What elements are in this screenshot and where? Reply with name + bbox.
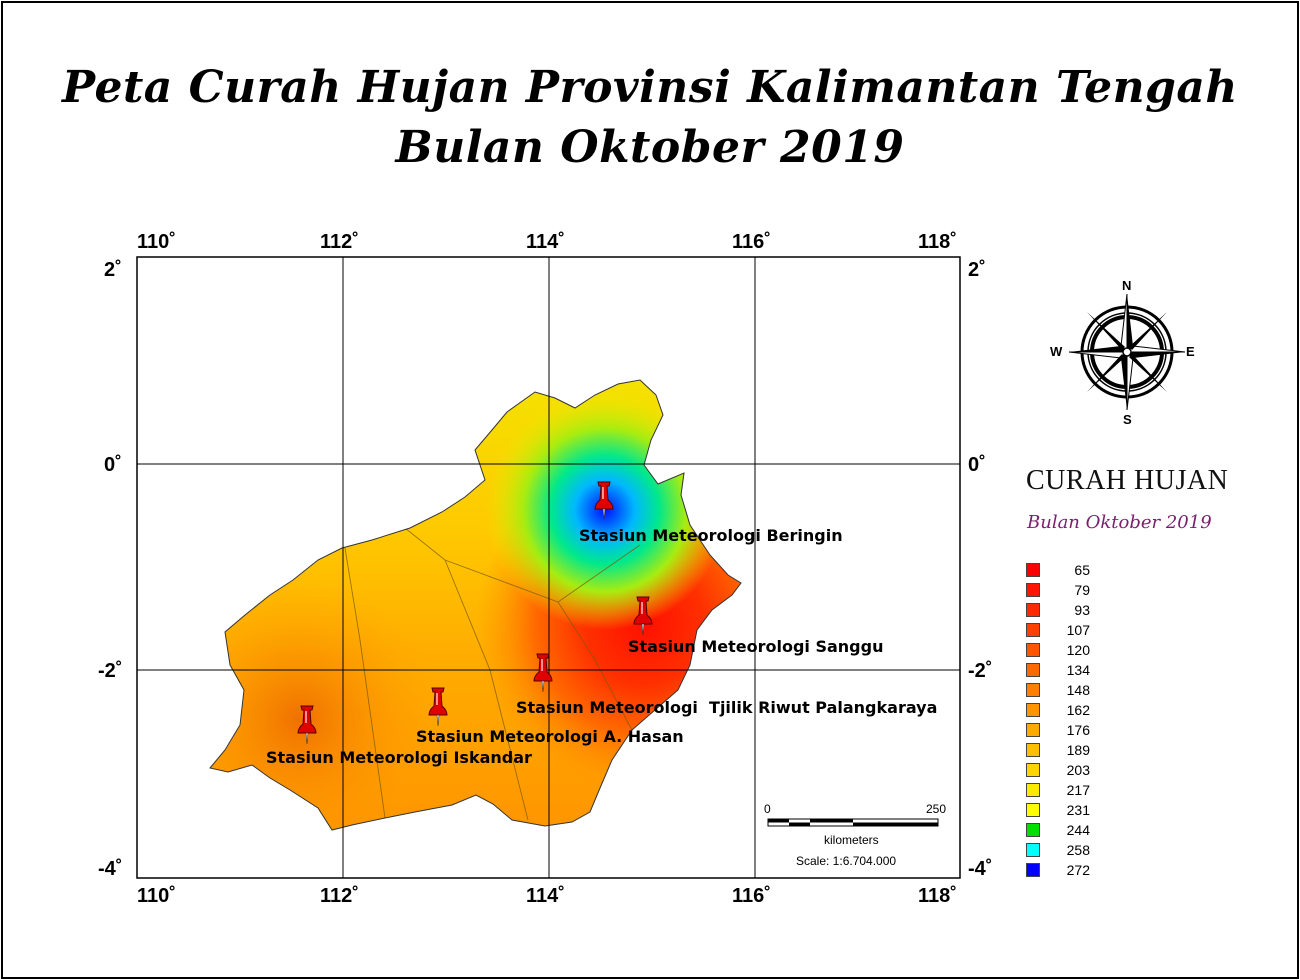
lat-tick-0-right: 0˚ (968, 453, 986, 476)
latitude-ticks-left: 2˚ 0˚ -2˚ -4˚ (98, 258, 122, 880)
lon-tick-118-top: 118˚ (918, 230, 957, 253)
legend-subtitle: Bulan Oktober 2019 (1027, 512, 1212, 533)
legend-swatch (1026, 563, 1040, 577)
legend-value: 244 (1066, 822, 1090, 838)
station-pin-sanggu[interactable] (633, 596, 653, 636)
legend-value: 258 (1066, 842, 1090, 858)
lon-tick-112-bottom: 112˚ (320, 884, 359, 907)
lon-tick-116-bottom: 116˚ (732, 884, 771, 907)
lat-tick-minus4-right: -4˚ (968, 857, 992, 880)
legend-swatch (1026, 843, 1040, 857)
station-pin-a-hasan[interactable] (428, 687, 448, 727)
lat-tick-minus2-left: -2˚ (98, 659, 122, 682)
compass-w: W (1050, 344, 1063, 359)
lat-tick-2-right: 2˚ (968, 258, 986, 281)
legend-item: 107 (1026, 620, 1090, 640)
station-pin-palangkaraya[interactable] (533, 653, 553, 693)
compass-e: E (1186, 344, 1195, 359)
lon-tick-112-top: 112˚ (320, 230, 359, 253)
legend-value: 217 (1066, 782, 1090, 798)
legend-swatch (1026, 643, 1040, 657)
scale-bar: 0 250 kilometers Scale: 1:6.704.000 (764, 802, 946, 868)
legend-value: 79 (1074, 582, 1090, 598)
scale-end-label: 250 (926, 802, 946, 816)
legend-item: 231 (1026, 800, 1090, 820)
legend-item: 203 (1026, 760, 1090, 780)
station-label-sanggu: Stasiun Meteorologi Sanggu (628, 637, 883, 656)
longitude-ticks-bottom: 110˚ 112˚ 114˚ 116˚ 118˚ (137, 884, 957, 907)
legend-item: 189 (1026, 740, 1090, 760)
legend-value: 231 (1066, 802, 1090, 818)
scale-ratio-label: Scale: 1:6.704.000 (796, 854, 896, 868)
legend-item: 65 (1026, 560, 1090, 580)
legend-swatch (1026, 723, 1040, 737)
legend-value: 120 (1066, 642, 1090, 658)
province-outline (209, 379, 742, 831)
lon-tick-114-top: 114˚ (526, 230, 565, 253)
lat-tick-minus2-right: -2˚ (968, 659, 992, 682)
scale-unit-label: kilometers (824, 833, 879, 847)
legend-item: 258 (1026, 840, 1090, 860)
legend-item: 162 (1026, 700, 1090, 720)
legend-item: 272 (1026, 860, 1090, 880)
legend-swatch (1026, 603, 1040, 617)
scale-start-label: 0 (764, 802, 771, 816)
legend-swatch (1026, 803, 1040, 817)
legend-swatch (1026, 663, 1040, 677)
station-pin-beringin[interactable] (594, 481, 614, 521)
legend-item: 148 (1026, 680, 1090, 700)
legend-value: 162 (1066, 702, 1090, 718)
lon-tick-118-bottom: 118˚ (918, 884, 957, 907)
legend-value: 65 (1074, 562, 1090, 578)
map-title-line1: Peta Curah Hujan Provinsi Kalimantan Ten… (62, 62, 1238, 113)
legend-swatch (1026, 823, 1040, 837)
legend-item: 176 (1026, 720, 1090, 740)
legend-item: 79 (1026, 580, 1090, 600)
legend-swatch (1026, 743, 1040, 757)
legend-value: 203 (1066, 762, 1090, 778)
lon-tick-110-bottom: 110˚ (137, 884, 176, 907)
compass-s: S (1123, 412, 1132, 427)
legend-item: 134 (1026, 660, 1090, 680)
legend-value: 93 (1074, 602, 1090, 618)
lon-tick-110-top: 110˚ (137, 230, 176, 253)
legend-item: 93 (1026, 600, 1090, 620)
map-title-line2: Bulan Oktober 2019 (395, 122, 905, 173)
lat-tick-2-left: 2˚ (104, 258, 122, 281)
lon-tick-114-bottom: 114˚ (526, 884, 565, 907)
lat-tick-0-left: 0˚ (104, 453, 122, 476)
legend-item: 217 (1026, 780, 1090, 800)
station-label-a-hasan: Stasiun Meteorologi A. Hasan (416, 727, 684, 746)
legend-value: 148 (1066, 682, 1090, 698)
graticule (137, 257, 960, 878)
legend-list: 65 79 93 107 120 134 148 162 176 189 203 217 231 244 2… (1026, 560, 1090, 880)
legend-item: 120 (1026, 640, 1090, 660)
lat-tick-minus4-left: -4˚ (98, 857, 122, 880)
legend-value: 134 (1066, 662, 1090, 678)
station-label-beringin: Stasiun Meteorologi Beringin (579, 526, 843, 545)
legend-value: 107 (1066, 622, 1090, 638)
station-label-iskandar: Stasiun Meteorologi Iskandar (266, 748, 532, 767)
legend-swatch (1026, 683, 1040, 697)
legend-swatch (1026, 863, 1040, 877)
legend-value: 189 (1066, 742, 1090, 758)
legend-swatch (1026, 783, 1040, 797)
legend-item: 244 (1026, 820, 1090, 840)
legend-value: 176 (1066, 722, 1090, 738)
compass-rose-icon: N S E W (1050, 278, 1195, 427)
station-pin-iskandar[interactable] (297, 705, 317, 745)
latitude-ticks-right: 2˚ 0˚ -2˚ -4˚ (968, 258, 992, 880)
legend-swatch (1026, 763, 1040, 777)
legend-swatch (1026, 623, 1040, 637)
compass-n: N (1122, 278, 1131, 293)
legend-swatch (1026, 583, 1040, 597)
lon-tick-116-top: 116˚ (732, 230, 771, 253)
legend-swatch (1026, 703, 1040, 717)
legend-value: 272 (1066, 862, 1090, 878)
longitude-ticks-top: 110˚ 112˚ 114˚ 116˚ 118˚ (137, 230, 957, 253)
legend-title: CURAH HUJAN (1026, 465, 1229, 496)
station-label-palangkaraya: Stasiun Meteorologi Tjilik Riwut Palangk… (516, 698, 937, 717)
